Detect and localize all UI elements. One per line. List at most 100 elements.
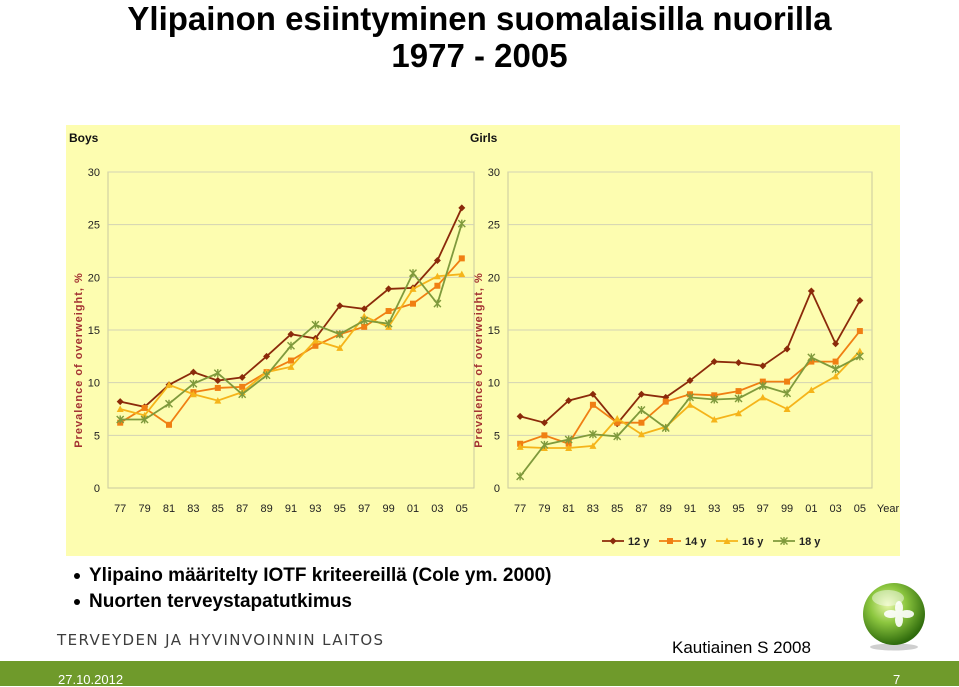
- data-point: [165, 399, 173, 408]
- bullet-text: Nuorten terveystapatutkimus: [89, 591, 352, 612]
- y-tick-label: 15: [88, 325, 100, 337]
- data-point: [564, 435, 573, 444]
- data-point: [189, 390, 197, 398]
- x-tick-label: 89: [660, 503, 672, 515]
- data-point: [589, 401, 596, 408]
- slide-title: Ylipainon esiintyminen suomalaisilla nuo…: [0, 0, 959, 74]
- series-line-18y: [120, 223, 463, 421]
- data-point: [735, 388, 742, 395]
- data-point: [433, 256, 441, 264]
- x-tick-label: 97: [757, 503, 769, 515]
- data-point: [637, 406, 646, 415]
- data-point: [808, 358, 815, 365]
- data-point: [807, 386, 815, 394]
- data-point: [141, 411, 149, 419]
- data-point: [758, 381, 767, 390]
- data-point: [335, 330, 344, 339]
- x-tick-label: 99: [781, 503, 793, 515]
- x-tick-label: 05: [456, 503, 468, 515]
- title-line-2: 1977 - 2005: [391, 37, 568, 74]
- x-axis-label: Year: [877, 503, 900, 515]
- data-point: [516, 443, 524, 450]
- y-tick-label: 15: [488, 325, 500, 337]
- legend-label: 14 y: [685, 536, 707, 548]
- panel-title: Boys: [69, 131, 99, 145]
- x-tick-label: 01: [407, 503, 419, 515]
- data-point: [213, 369, 222, 378]
- data-point: [759, 362, 767, 370]
- data-point: [385, 285, 393, 293]
- data-point: [433, 272, 441, 280]
- bullet-dot: [74, 573, 80, 579]
- data-point: [614, 419, 621, 426]
- data-point: [336, 302, 344, 310]
- series-line-18y: [519, 355, 861, 477]
- y-tick-label: 25: [488, 220, 500, 232]
- legend-label: 12 y: [628, 536, 650, 548]
- data-point: [759, 378, 766, 385]
- x-tick-label: 03: [431, 503, 443, 515]
- x-tick-label: 89: [260, 503, 272, 515]
- data-point: [516, 472, 525, 481]
- y-tick-label: 30: [488, 167, 500, 179]
- data-point: [759, 393, 767, 401]
- title-line-1: Ylipainon esiintyminen suomalaisilla nuo…: [127, 0, 832, 37]
- bullet-list: Ylipaino määritelty IOTF kriteereillä (C…: [74, 563, 552, 615]
- data-point: [409, 285, 417, 292]
- data-point: [589, 442, 597, 449]
- data-point: [565, 440, 572, 447]
- data-point: [312, 342, 319, 349]
- data-point: [287, 330, 295, 338]
- globe-logo-icon: [863, 583, 925, 651]
- y-axis-label: Prevalence of overweight, %: [73, 272, 85, 448]
- data-point: [638, 419, 645, 426]
- panel-title: Girls: [470, 131, 498, 145]
- x-tick-label: 99: [382, 503, 394, 515]
- series-line-14y: [519, 330, 861, 445]
- series-line-14y: [119, 257, 463, 427]
- data-point: [141, 404, 148, 411]
- bullet-text: Ylipaino määritelty IOTF kriteereillä (C…: [89, 565, 552, 586]
- legend-label: 18 y: [799, 536, 821, 548]
- x-tick-label: 95: [334, 503, 346, 515]
- data-point: [458, 255, 465, 262]
- data-point: [116, 398, 124, 406]
- data-point: [311, 337, 319, 344]
- data-point: [214, 397, 222, 404]
- data-point: [734, 394, 743, 403]
- x-tick-label: 79: [538, 503, 550, 515]
- legend-marker: [667, 538, 673, 544]
- x-tick-label: 85: [212, 503, 224, 515]
- data-point: [856, 297, 864, 305]
- data-point: [832, 372, 840, 380]
- data-point: [239, 383, 246, 390]
- data-point: [807, 287, 815, 295]
- data-point: [735, 359, 743, 367]
- chart-panel: Boys 0 5 10 15 20 25 30 Prevalence of overweight…: [66, 125, 900, 556]
- data-point: [166, 421, 172, 428]
- data-point: [856, 328, 863, 335]
- data-point: [783, 405, 791, 412]
- x-tick-label: 05: [854, 503, 866, 515]
- x-tick-label: 93: [708, 503, 720, 515]
- x-tick-label: 81: [563, 503, 575, 515]
- y-tick-label: 20: [88, 272, 100, 284]
- data-point: [189, 379, 198, 388]
- series-line-12y: [120, 207, 463, 408]
- data-point: [540, 419, 548, 427]
- y-tick-label: 5: [94, 430, 100, 442]
- legend: 12 y 14 y 16 y 18 y: [602, 536, 821, 548]
- data-point: [238, 390, 247, 399]
- x-tick-label: 83: [187, 503, 199, 515]
- data-point: [710, 358, 718, 366]
- data-point: [855, 352, 864, 361]
- data-point: [360, 312, 368, 320]
- data-point: [613, 432, 622, 441]
- data-point: [214, 384, 221, 391]
- bullet-dot: [74, 599, 80, 605]
- data-point: [613, 414, 621, 422]
- y-tick-label: 0: [494, 483, 500, 495]
- data-point: [262, 371, 271, 380]
- data-point: [165, 381, 173, 388]
- data-point: [384, 319, 393, 328]
